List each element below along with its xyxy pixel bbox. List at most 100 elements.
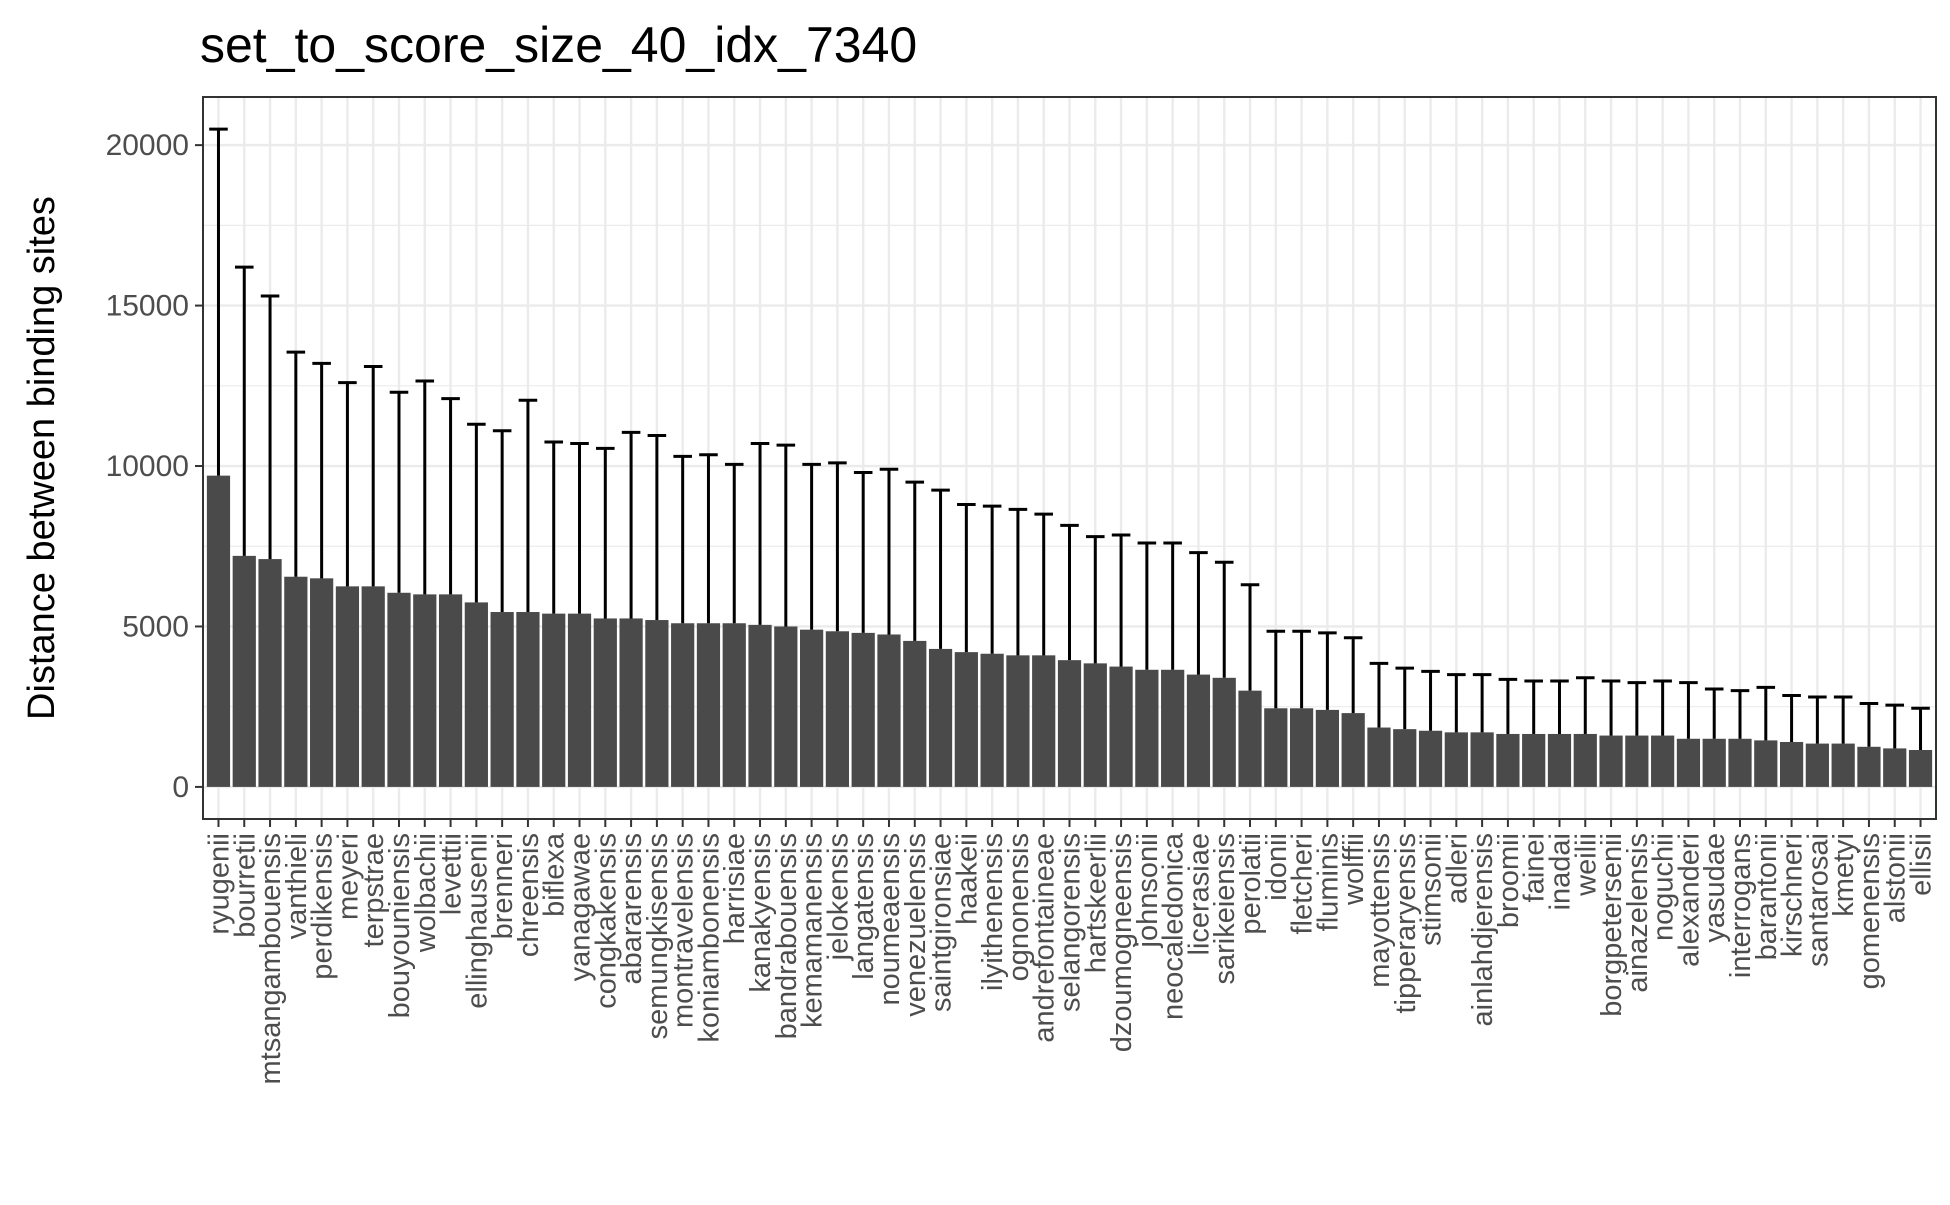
x-tick-label-abararensis: abararensis	[616, 833, 648, 985]
x-tick-label-perdikensis: perdikensis	[307, 833, 339, 980]
bar-broomii	[1496, 733, 1520, 787]
x-tick-label-selangorensis: selangorensis	[1055, 833, 1087, 1012]
bar-ainlahdjerensis	[1470, 732, 1494, 787]
bar-wolbachii	[413, 594, 437, 787]
bar-borgpetersenii	[1599, 735, 1623, 787]
x-tick-label-noguchii: noguchii	[1648, 833, 1680, 941]
bar-fainei	[1522, 733, 1546, 787]
x-tick-label-ellisii: ellisii	[1906, 833, 1938, 896]
x-tick-label-fainei: fainei	[1519, 833, 1551, 902]
bar-noumeaensis	[877, 634, 901, 787]
bar-idonii	[1264, 708, 1288, 787]
bar-ryugenii	[206, 475, 231, 787]
x-tick-label-levettii: levettii	[436, 833, 468, 915]
x-tick-label-neocaledonica: neocaledonica	[1158, 832, 1190, 1020]
x-tick-label-ognonensis: ognonensis	[1003, 833, 1035, 981]
x-tick-label-alexanderi: alexanderi	[1673, 833, 1705, 967]
bar-gomenensis	[1857, 746, 1881, 787]
chart-title: set_to_score_size_40_idx_7340	[200, 17, 917, 73]
x-tick-label-ellinghausenii: ellinghausenii	[461, 833, 493, 1009]
bar-ainazelensis	[1625, 735, 1649, 787]
x-tick-label-idonii: idonii	[1261, 833, 1293, 901]
bar-venezuelensis	[903, 640, 927, 787]
bar-bouyouniensis	[387, 592, 411, 787]
bar-ilyithenensis	[980, 653, 1004, 787]
bar-noguchii	[1651, 735, 1675, 787]
bar-perdikensis	[310, 578, 334, 787]
x-tick-label-alstonii: alstonii	[1880, 833, 1912, 923]
bar-ellisii	[1908, 750, 1933, 787]
x-tick-label-langatensis: langatensis	[848, 833, 880, 980]
x-tick-label-yasudae: yasudae	[1699, 833, 1731, 943]
bar-barantonii	[1754, 740, 1778, 787]
x-tick-label-biflexa: biflexa	[539, 832, 571, 917]
x-tick-label-montravelensis: montravelensis	[668, 833, 700, 1028]
bar-congkakensis	[593, 618, 617, 787]
bar-meyeri	[335, 586, 360, 787]
bar-selangorensis	[1057, 660, 1082, 787]
x-tick-label-mayottensis: mayottensis	[1364, 833, 1396, 988]
bar-licerasiae	[1186, 674, 1211, 787]
x-tick-label-vanthieli: vanthieli	[281, 833, 313, 939]
x-tick-label-meyeri: meyeri	[332, 833, 364, 920]
bar-santarosai	[1805, 743, 1829, 787]
x-tick-label-wolffii: wolffii	[1338, 833, 1370, 906]
bar-perolatii	[1238, 690, 1262, 787]
x-tick-label-borgpetersenii: borgpetersenii	[1596, 833, 1628, 1017]
bar-ellinghausenii	[464, 602, 488, 787]
x-tick-label-hartskeerlii: hartskeerlii	[1080, 833, 1112, 973]
bar-weilii	[1573, 733, 1597, 787]
bar-kemamanensis	[800, 629, 824, 787]
x-tick-label-venezuelensis: venezuelensis	[900, 833, 932, 1017]
bar-terpstrae	[361, 586, 385, 787]
x-tick-label-kirschneri: kirschneri	[1777, 833, 1809, 957]
bar-ognonensis	[1006, 655, 1030, 787]
bar-kanakyensis	[748, 624, 772, 787]
x-tick-label-ainazelensis: ainazelensis	[1622, 833, 1654, 993]
x-tick-label-bourretii: bourretii	[229, 833, 261, 938]
bar-mtsangambouensis	[258, 559, 282, 787]
x-tick-label-gomenensis: gomenensis	[1854, 833, 1886, 989]
bar-levettii	[438, 594, 463, 787]
x-tick-label-bouyouniensis: bouyouniensis	[384, 833, 416, 1018]
bar-wolffii	[1341, 713, 1365, 787]
x-tick-label-santarosai: santarosai	[1802, 833, 1834, 967]
x-tick-label-haakeii: haakeii	[951, 833, 983, 925]
bar-alstonii	[1883, 748, 1907, 787]
bar-haakeii	[954, 652, 978, 787]
x-tick-label-congkakensis: congkakensis	[590, 833, 622, 1009]
bar-kmetyi	[1831, 743, 1855, 787]
x-tick-label-tipperaryensis: tipperaryensis	[1390, 833, 1422, 1014]
bar-stimsonii	[1418, 730, 1443, 787]
bar-bandrabouensis	[774, 626, 798, 787]
error-bars	[209, 127, 1930, 751]
x-tick-label-wolbachii: wolbachii	[410, 833, 442, 953]
x-tick-label-fletcheri: fletcheri	[1287, 833, 1319, 935]
bar-abararensis	[619, 618, 643, 787]
bar-inadai	[1547, 733, 1572, 787]
x-tick-label-sarikeiensis: sarikeiensis	[1209, 833, 1241, 985]
bar-saintgironsiae	[928, 648, 953, 787]
y-tick-label: 10000	[106, 450, 189, 483]
bars	[206, 475, 1933, 787]
y-axis: 0 5000 10000 15000 20000	[106, 129, 203, 804]
x-tick-label-terpstrae: terpstrae	[358, 833, 390, 947]
x-tick-label-adleri: adleri	[1441, 833, 1473, 904]
x-tick-label-yanagawae: yanagawae	[565, 833, 597, 981]
bar-kirschneri	[1779, 741, 1804, 787]
x-tick-label-kemamanensis: kemamanensis	[797, 833, 829, 1028]
x-tick-label-saintgironsiae: saintgironsiae	[926, 833, 958, 1012]
x-axis: ryugeniibourretiimtsangambouensisvanthie…	[203, 819, 1938, 1084]
x-tick-label-jelokensis: jelokensis	[822, 833, 854, 961]
bar-dzoumogneensis	[1109, 666, 1133, 787]
bar-johnsonii	[1135, 669, 1159, 787]
x-tick-label-weilii: weilii	[1570, 833, 1602, 897]
x-tick-label-ainlahdjerensis: ainlahdjerensis	[1467, 833, 1499, 1026]
bar-mayottensis	[1367, 727, 1391, 787]
y-tick-label: 5000	[122, 610, 189, 643]
x-tick-label-koniambonensis: koniambonensis	[693, 833, 725, 1043]
y-tick-label: 20000	[106, 129, 189, 162]
x-tick-label-inadai: inadai	[1544, 833, 1576, 910]
